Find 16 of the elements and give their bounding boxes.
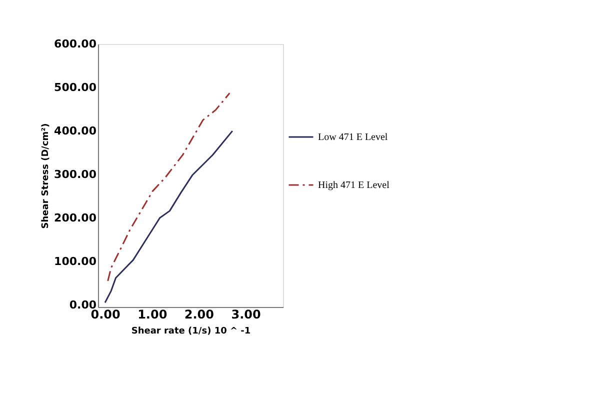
x-tick-label: 0.00 — [90, 308, 120, 322]
x-axis-title: Shear rate (1/s) 10 ^ -1 — [131, 326, 251, 336]
legend-label: Low 471 E Level — [318, 132, 388, 143]
line-series — [104, 130, 234, 304]
y-tick-label: 100.00 — [54, 254, 97, 268]
legend-label: High 471 E Level — [318, 180, 390, 191]
y-tick-label: 200.00 — [54, 211, 97, 224]
x-tick-label: 3.00 — [231, 308, 261, 322]
y-axis-title: Shear Stress (D/cm²) — [41, 123, 52, 229]
y-tick-label: 300.00 — [54, 168, 97, 181]
y-tick-label: 400.00 — [54, 124, 97, 138]
line-series — [107, 92, 230, 282]
x-tick-label: 2.00 — [184, 308, 214, 322]
y-tick-label: 500.00 — [54, 80, 97, 94]
y-tick-label: 600.00 — [54, 38, 97, 50]
x-tick-label: 1.00 — [138, 308, 168, 322]
